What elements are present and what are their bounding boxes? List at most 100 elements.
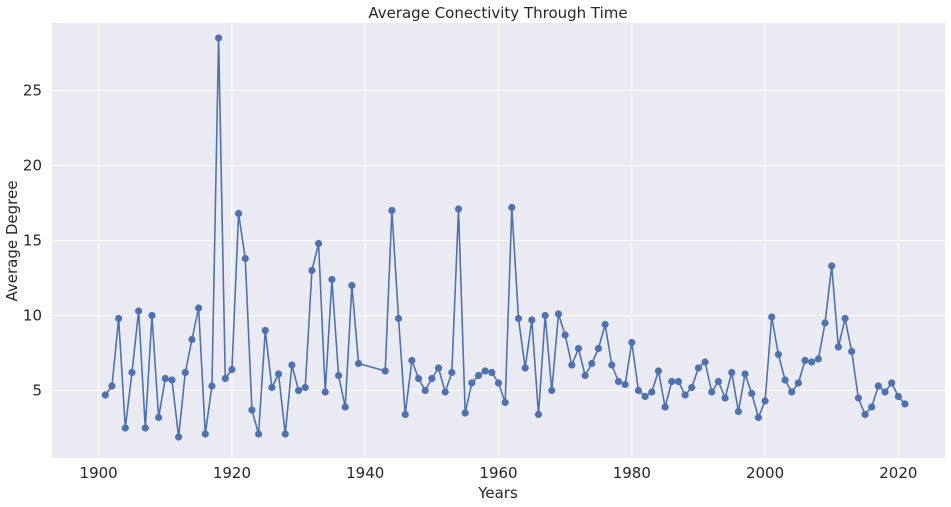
data-point <box>828 262 836 270</box>
data-point <box>681 391 689 399</box>
data-point <box>148 311 156 320</box>
data-point <box>181 368 189 377</box>
data-point <box>155 413 163 422</box>
data-point <box>748 389 756 398</box>
data-point <box>668 377 676 386</box>
data-point <box>814 355 822 363</box>
data-point <box>854 394 862 402</box>
data-point <box>728 368 736 377</box>
data-point <box>334 371 343 380</box>
y-axis-title: Average Degree <box>3 181 21 302</box>
data-point <box>714 377 723 386</box>
data-point <box>434 364 443 372</box>
data-point <box>654 367 663 375</box>
series-line <box>104 37 906 438</box>
data-point <box>161 374 169 383</box>
series-group <box>101 34 909 441</box>
data-point <box>281 430 289 438</box>
grid-lines <box>52 23 945 458</box>
data-point <box>734 407 743 416</box>
data-point <box>801 356 809 365</box>
data-point <box>321 388 329 396</box>
data-point <box>221 374 229 383</box>
x-tick-label: 2020 <box>879 464 917 482</box>
data-point <box>108 382 116 390</box>
data-point <box>248 406 256 414</box>
data-point <box>474 371 483 380</box>
data-point <box>721 394 729 402</box>
chart-title: Average Conectivity Through Time <box>368 4 627 22</box>
data-point <box>634 386 643 395</box>
data-point <box>601 320 609 329</box>
y-tick-labels: 5 10 15 20 25 <box>23 82 42 400</box>
data-point <box>541 311 549 320</box>
data-point <box>168 376 176 384</box>
data-point <box>901 400 909 408</box>
data-point <box>554 310 563 318</box>
data-point <box>481 367 489 375</box>
data-point <box>441 388 449 396</box>
data-point <box>241 254 249 263</box>
data-point <box>201 430 209 438</box>
x-tick-label: 1940 <box>346 464 384 482</box>
data-point <box>648 388 656 396</box>
data-point <box>428 374 436 383</box>
data-point <box>388 206 396 215</box>
x-tick-label: 1960 <box>479 464 517 482</box>
data-point <box>888 379 896 387</box>
y-tick-label: 10 <box>23 307 42 325</box>
x-tick-labels: 1900 1920 1940 1960 1980 2000 2020 <box>80 464 918 482</box>
data-point <box>461 409 469 417</box>
data-point <box>301 383 309 392</box>
data-point <box>588 359 596 368</box>
data-point <box>394 314 403 323</box>
data-point <box>701 358 709 366</box>
data-point <box>308 266 316 275</box>
data-point <box>261 326 269 335</box>
data-point <box>354 359 363 368</box>
data-point <box>694 364 703 372</box>
data-point <box>661 403 669 411</box>
x-tick-label: 1900 <box>80 464 118 482</box>
data-point <box>821 319 829 327</box>
data-point <box>294 386 303 395</box>
y-tick-label: 5 <box>32 382 42 400</box>
data-point <box>574 344 583 353</box>
data-point <box>708 388 716 396</box>
data-point <box>794 379 802 387</box>
data-point <box>508 203 516 212</box>
data-point <box>561 331 569 339</box>
data-point <box>268 383 276 392</box>
data-point <box>274 370 283 378</box>
data-point <box>348 281 356 290</box>
data-point <box>741 370 749 378</box>
data-point <box>188 335 196 344</box>
data-point <box>454 205 463 213</box>
data-point <box>235 209 243 218</box>
data-point <box>328 275 336 284</box>
data-point <box>861 410 869 419</box>
data-point <box>628 338 636 347</box>
data-point <box>841 314 849 323</box>
data-point <box>115 314 123 323</box>
data-point <box>774 350 783 359</box>
data-point <box>501 398 509 407</box>
data-point <box>135 307 143 315</box>
x-tick-label: 2000 <box>746 464 784 482</box>
data-point <box>175 433 183 441</box>
y-tick-label: 25 <box>23 82 42 100</box>
data-point <box>494 379 503 387</box>
data-point <box>421 386 429 395</box>
data-point <box>254 430 263 438</box>
data-point <box>848 347 856 356</box>
data-point <box>674 377 683 386</box>
data-point <box>408 356 416 365</box>
data-point <box>568 361 576 369</box>
data-point <box>521 364 529 372</box>
data-point <box>121 424 129 432</box>
data-point <box>754 413 763 422</box>
data-point <box>101 391 109 399</box>
data-point <box>288 361 296 369</box>
data-point <box>141 424 149 432</box>
data-point <box>621 380 629 389</box>
